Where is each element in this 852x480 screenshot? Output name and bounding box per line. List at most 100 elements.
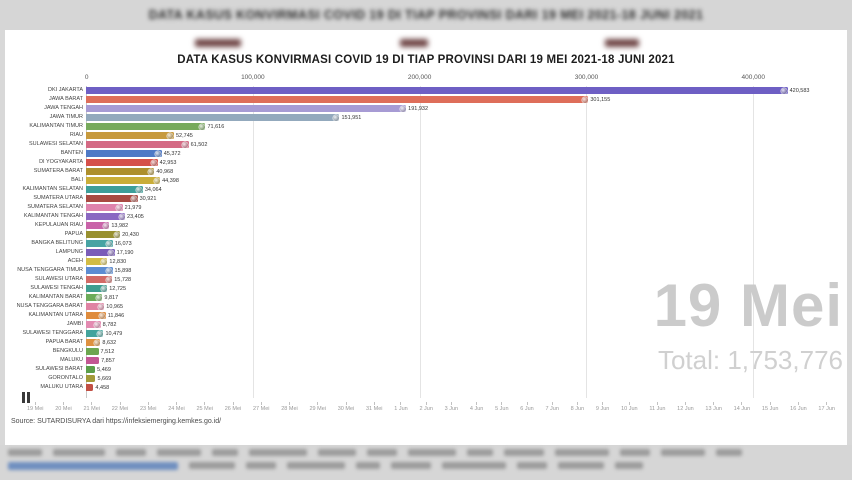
bar[interactable] <box>86 312 106 319</box>
bar[interactable] <box>86 330 104 337</box>
timeline-tick[interactable]: 4 Jun <box>470 402 483 412</box>
timeline-tick[interactable]: 1 Jun <box>394 402 408 412</box>
bar[interactable] <box>86 321 101 328</box>
bar[interactable] <box>86 240 113 247</box>
timeline-tick[interactable]: 28 Mei <box>281 402 298 412</box>
timeline-tick-mark <box>602 402 604 405</box>
timeline-tick[interactable]: 30 Mei <box>337 402 355 412</box>
timeline-tick[interactable]: 8 Jun <box>571 402 584 412</box>
timeline-tick[interactable]: 27 Mei <box>253 402 270 412</box>
timeline-tick-mark <box>345 402 347 405</box>
bar[interactable] <box>86 195 138 202</box>
timeline-tick-label: 31 Mei <box>366 406 383 412</box>
timeline-tick[interactable]: 13 Jun <box>705 402 722 412</box>
timeline-tick-mark <box>684 402 686 405</box>
timeline-tick[interactable]: 21 Mei <box>84 402 100 412</box>
timeline-tick-mark <box>501 402 503 405</box>
bar[interactable] <box>86 249 115 256</box>
bar[interactable] <box>86 267 113 274</box>
bar[interactable] <box>86 384 94 391</box>
bar[interactable] <box>86 294 103 301</box>
province-label: JAWA BARAT <box>48 96 83 102</box>
bar[interactable] <box>86 222 110 229</box>
bar[interactable] <box>86 168 155 175</box>
bar[interactable] <box>86 258 108 265</box>
running-total-label: Total: 1,753,776 <box>657 345 843 375</box>
bar[interactable] <box>86 366 96 373</box>
x-axis-tick: 200,000 <box>407 74 432 81</box>
timeline-axis[interactable]: 19 Mei 20 Mei 21 Mei 22 Mei 23 Mei 24 Mei 25 M… <box>27 402 835 412</box>
bar[interactable] <box>86 348 99 355</box>
bar[interactable] <box>86 204 123 211</box>
timeline-tick[interactable]: 25 Mei <box>197 402 213 412</box>
bar-row: KALIMANTAN SELATAN 34,064 <box>22 185 820 194</box>
timeline-tick[interactable]: 20 Mei <box>55 402 72 412</box>
timeline-tick[interactable]: 23 Mei <box>140 402 157 412</box>
timeline-tick[interactable]: 2 Jun <box>419 402 433 412</box>
bar-value-label: 16,073 <box>114 240 132 247</box>
province-label: KALIMANTAN BARAT <box>28 294 83 300</box>
pause-button[interactable] <box>17 390 35 405</box>
blurred-smudge <box>605 39 639 47</box>
province-label: BANGKA BELITUNG <box>31 240 83 246</box>
province-label: BENGKULU <box>52 348 83 354</box>
pause-icon <box>21 392 31 403</box>
timeline-tick[interactable]: 14 Jun <box>734 402 750 412</box>
bar[interactable] <box>86 132 174 139</box>
bar[interactable] <box>86 285 108 292</box>
timeline-tick[interactable]: 17 Jun <box>818 402 835 412</box>
bar-row: NUSA TENGGARA BARAT 10,965 <box>17 302 820 311</box>
bar-row: SULAWESI TENGAH 12,725 <box>30 284 820 293</box>
bar[interactable] <box>86 375 96 382</box>
timeline-tick-mark <box>476 402 478 405</box>
timeline-tick[interactable]: 3 Jun <box>445 402 458 412</box>
timeline-tick[interactable]: 26 Mei <box>225 402 241 412</box>
bar[interactable] <box>86 213 126 220</box>
bar-value-label: 45,372 <box>163 150 181 157</box>
timeline-tick[interactable]: 22 Mei <box>112 402 128 412</box>
timeline-tick[interactable]: 31 Mei <box>366 402 383 412</box>
timeline-tick[interactable]: 19 Mei <box>27 402 44 412</box>
bar[interactable] <box>86 87 788 94</box>
bar[interactable] <box>86 96 589 103</box>
timeline-tick-mark <box>526 402 528 405</box>
bar[interactable] <box>86 123 206 130</box>
blurred-text-blob <box>716 449 742 456</box>
province-label: KALIMANTAN SELATAN <box>22 186 83 192</box>
timeline-tick[interactable]: 10 Jun <box>621 402 638 412</box>
bar[interactable] <box>86 186 143 193</box>
timeline-tick[interactable]: 12 Jun <box>677 402 694 412</box>
timeline-tick[interactable]: 16 Jun <box>790 402 807 412</box>
bar-value-label: 420,583 <box>789 87 810 94</box>
bar[interactable] <box>86 177 161 184</box>
bar[interactable] <box>86 339 101 346</box>
bar[interactable] <box>86 114 340 121</box>
timeline-tick[interactable]: 6 Jun <box>520 402 534 412</box>
bar-value-label: 11,846 <box>107 312 125 319</box>
bar-value-label: 10,965 <box>106 303 124 310</box>
bar[interactable] <box>86 150 162 157</box>
bar[interactable] <box>86 159 158 166</box>
gridline <box>419 86 421 398</box>
timeline-tick[interactable]: 11 Jun <box>649 402 665 412</box>
province-label: NUSA TENGGARA BARAT <box>16 303 83 309</box>
current-date-label: 19 Mei <box>653 272 843 339</box>
timeline-tick[interactable]: 24 Mei <box>168 402 185 412</box>
timeline-tick[interactable]: 29 Mei <box>310 402 326 412</box>
bar[interactable] <box>86 105 407 112</box>
timeline-tick[interactable]: 5 Jun <box>495 402 509 412</box>
bar[interactable] <box>86 141 189 148</box>
bar[interactable] <box>86 276 113 283</box>
blurred-text-blob <box>620 449 650 456</box>
bar[interactable] <box>86 357 100 364</box>
timeline-tick[interactable]: 15 Jun <box>762 402 778 412</box>
timeline-tick-mark <box>91 402 93 405</box>
timeline-tick-mark <box>769 402 771 405</box>
timeline-tick[interactable]: 9 Jun <box>596 402 609 412</box>
timeline-tick-mark <box>741 402 743 405</box>
timeline-tick-label: 30 Mei <box>337 406 355 412</box>
bar[interactable] <box>86 231 121 238</box>
timeline-tick-label: 5 Jun <box>495 406 509 412</box>
timeline-tick[interactable]: 7 Jun <box>545 402 559 412</box>
bar[interactable] <box>86 303 105 310</box>
